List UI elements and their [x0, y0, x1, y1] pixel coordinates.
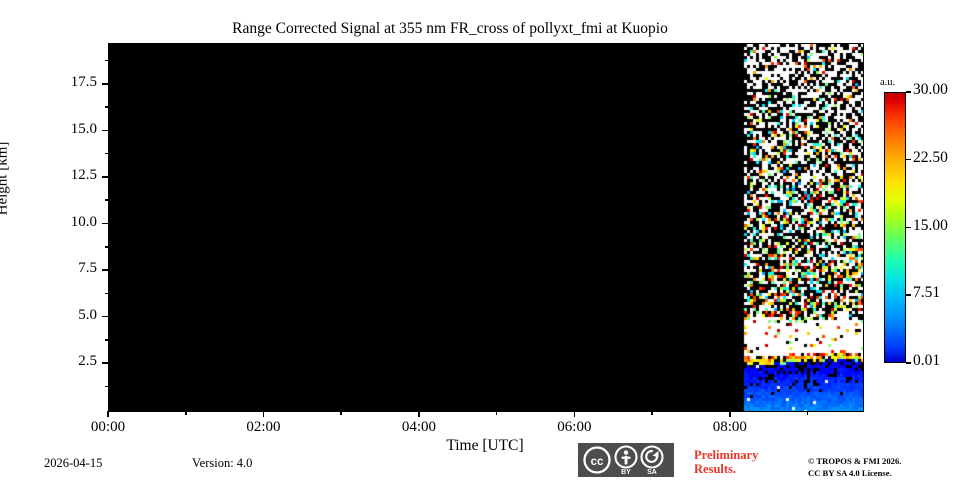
x-tick-mark-minor [495, 411, 498, 415]
x-tick-label: 04:00 [401, 419, 436, 435]
y-tick-mark [102, 315, 108, 318]
y-tick-mark [102, 222, 108, 225]
y-tick-mark-minor [104, 152, 108, 155]
colorbar-tick-label: 22.50 [913, 148, 948, 166]
x-tick-mark-minor [806, 411, 809, 415]
x-tick-mark-minor [184, 411, 187, 415]
x-tick-mark [729, 411, 731, 417]
svg-text:BY: BY [621, 469, 631, 476]
colorbar-unit-label: a.u. [880, 77, 896, 88]
y-tick-mark-minor [104, 106, 108, 108]
colorbar-tick-mark [906, 362, 911, 364]
colorbar-tick-mark [906, 91, 911, 93]
colorbar-tick-label: 30.00 [913, 81, 948, 98]
footer-version: Version: 4.0 [192, 456, 253, 470]
y-tick-label: 7.5 [78, 260, 97, 277]
x-tick-mark [262, 411, 265, 417]
footer-date: 2026-04-15 [44, 456, 103, 470]
y-tick-label: 10.0 [70, 213, 97, 230]
x-tick-label: 02:00 [246, 419, 281, 435]
cc-by-sa-badge-svg: cc BY SA [578, 443, 674, 477]
colorbar[interactable] [884, 92, 906, 363]
plot-area[interactable] [108, 43, 864, 412]
x-tick-label: 06:00 [557, 419, 592, 435]
y-tick-label: 17.5 [70, 73, 97, 90]
copyright-notice: © TROPOS & FMI 2026. CC BY SA 4.0 Licens… [808, 456, 901, 479]
x-tick-mark [573, 411, 576, 417]
copyright-line-1: © TROPOS & FMI 2026. [808, 456, 902, 466]
copyright-line-2: CC BY SA 4.0 License. [808, 467, 892, 478]
y-tick-label: 2.5 [78, 353, 97, 370]
colorbar-tick-label: 7.51 [913, 284, 941, 302]
preliminary-results-note: Preliminary Results. [694, 448, 758, 476]
colorbar-tick-mark [906, 226, 911, 229]
colorbar-tick-mark [906, 294, 911, 296]
y-tick-label: 15.0 [70, 120, 97, 137]
colorbar-tick-label: 15.00 [913, 216, 948, 234]
cc-by-sa-badge-icon[interactable]: cc BY SA [578, 443, 674, 477]
x-tick-mark [418, 411, 420, 417]
x-tick-label: 08:00 [712, 419, 747, 435]
colorbar-tick-label: 0.01 [913, 352, 941, 369]
preliminary-line-2: Results. [694, 462, 737, 476]
x-tick-mark-minor [651, 411, 653, 415]
svg-text:SA: SA [647, 469, 657, 476]
svg-text:cc: cc [591, 456, 604, 468]
preliminary-line-1: Preliminary [694, 448, 759, 462]
y-tick-mark-minor [104, 245, 108, 248]
x-tick-mark-minor [340, 411, 342, 415]
colorbar-tick-mark [906, 158, 911, 161]
x-tick-mark [107, 411, 109, 417]
y-axis-label: Height [km] [0, 141, 11, 216]
x-axis-label: Time [UTC] [446, 437, 524, 454]
y-tick-label: 5.0 [78, 306, 97, 323]
y-tick-mark-minor [104, 59, 108, 62]
y-tick-label: 12.5 [70, 167, 97, 184]
y-tick-mark-minor [104, 339, 108, 341]
y-tick-mark [102, 129, 108, 132]
y-tick-mark [102, 176, 108, 178]
y-tick-mark [102, 269, 108, 271]
y-tick-mark [102, 362, 108, 365]
heatmap-canvas [109, 44, 863, 411]
y-tick-mark-minor [104, 385, 108, 388]
x-tick-label: 00:00 [90, 419, 126, 435]
y-tick-mark-minor [104, 292, 108, 295]
y-tick-mark [102, 82, 108, 85]
y-tick-mark-minor [104, 199, 108, 201]
page-title: Range Corrected Signal at 355 nm FR_cros… [232, 20, 668, 37]
colorbar-gradient [884, 92, 906, 363]
